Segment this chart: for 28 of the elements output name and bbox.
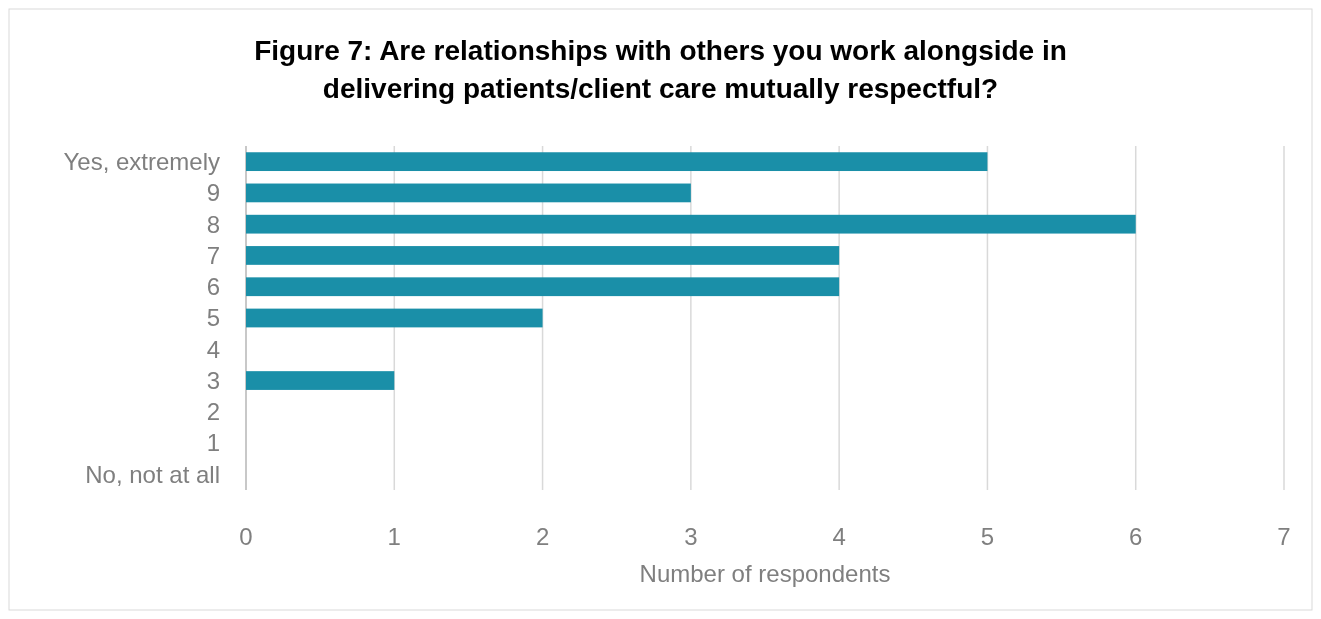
x-tick-label: 6 (1129, 523, 1143, 550)
x-tick-label: 4 (832, 523, 846, 550)
x-tick-label: 2 (535, 523, 550, 550)
y-tick-label: 2 (206, 398, 220, 426)
y-tick-label: 7 (206, 241, 220, 269)
y-tick-label: 8 (206, 210, 220, 238)
y-tick-label: 4 (206, 335, 220, 363)
bar (246, 308, 543, 328)
y-tick-label: 9 (206, 179, 220, 207)
x-tick-label: 1 (387, 523, 401, 550)
bar (246, 214, 1136, 234)
x-tick-label: 5 (980, 523, 995, 550)
bar (246, 152, 988, 172)
bar (246, 277, 840, 297)
y-tick-label: 6 (206, 273, 220, 301)
y-tick-label: No, not at all (85, 460, 220, 488)
y-tick-label: 5 (206, 304, 220, 332)
x-axis-title: Number of respondents (639, 560, 891, 587)
x-tick-label: 7 (1277, 523, 1291, 550)
chart-title: Figure 7: Are relationships with others you work alongside in delivering patients/client care mutually respectful? (254, 35, 1067, 104)
bar (246, 183, 691, 203)
bar (246, 371, 395, 390)
x-tick-label: 3 (684, 523, 698, 550)
bar (246, 246, 840, 265)
y-tick-label: Yes, extremely (63, 148, 220, 176)
y-tick-label: 3 (206, 366, 220, 394)
x-tick-label: 0 (239, 523, 253, 550)
y-tick-label: 1 (206, 429, 220, 457)
